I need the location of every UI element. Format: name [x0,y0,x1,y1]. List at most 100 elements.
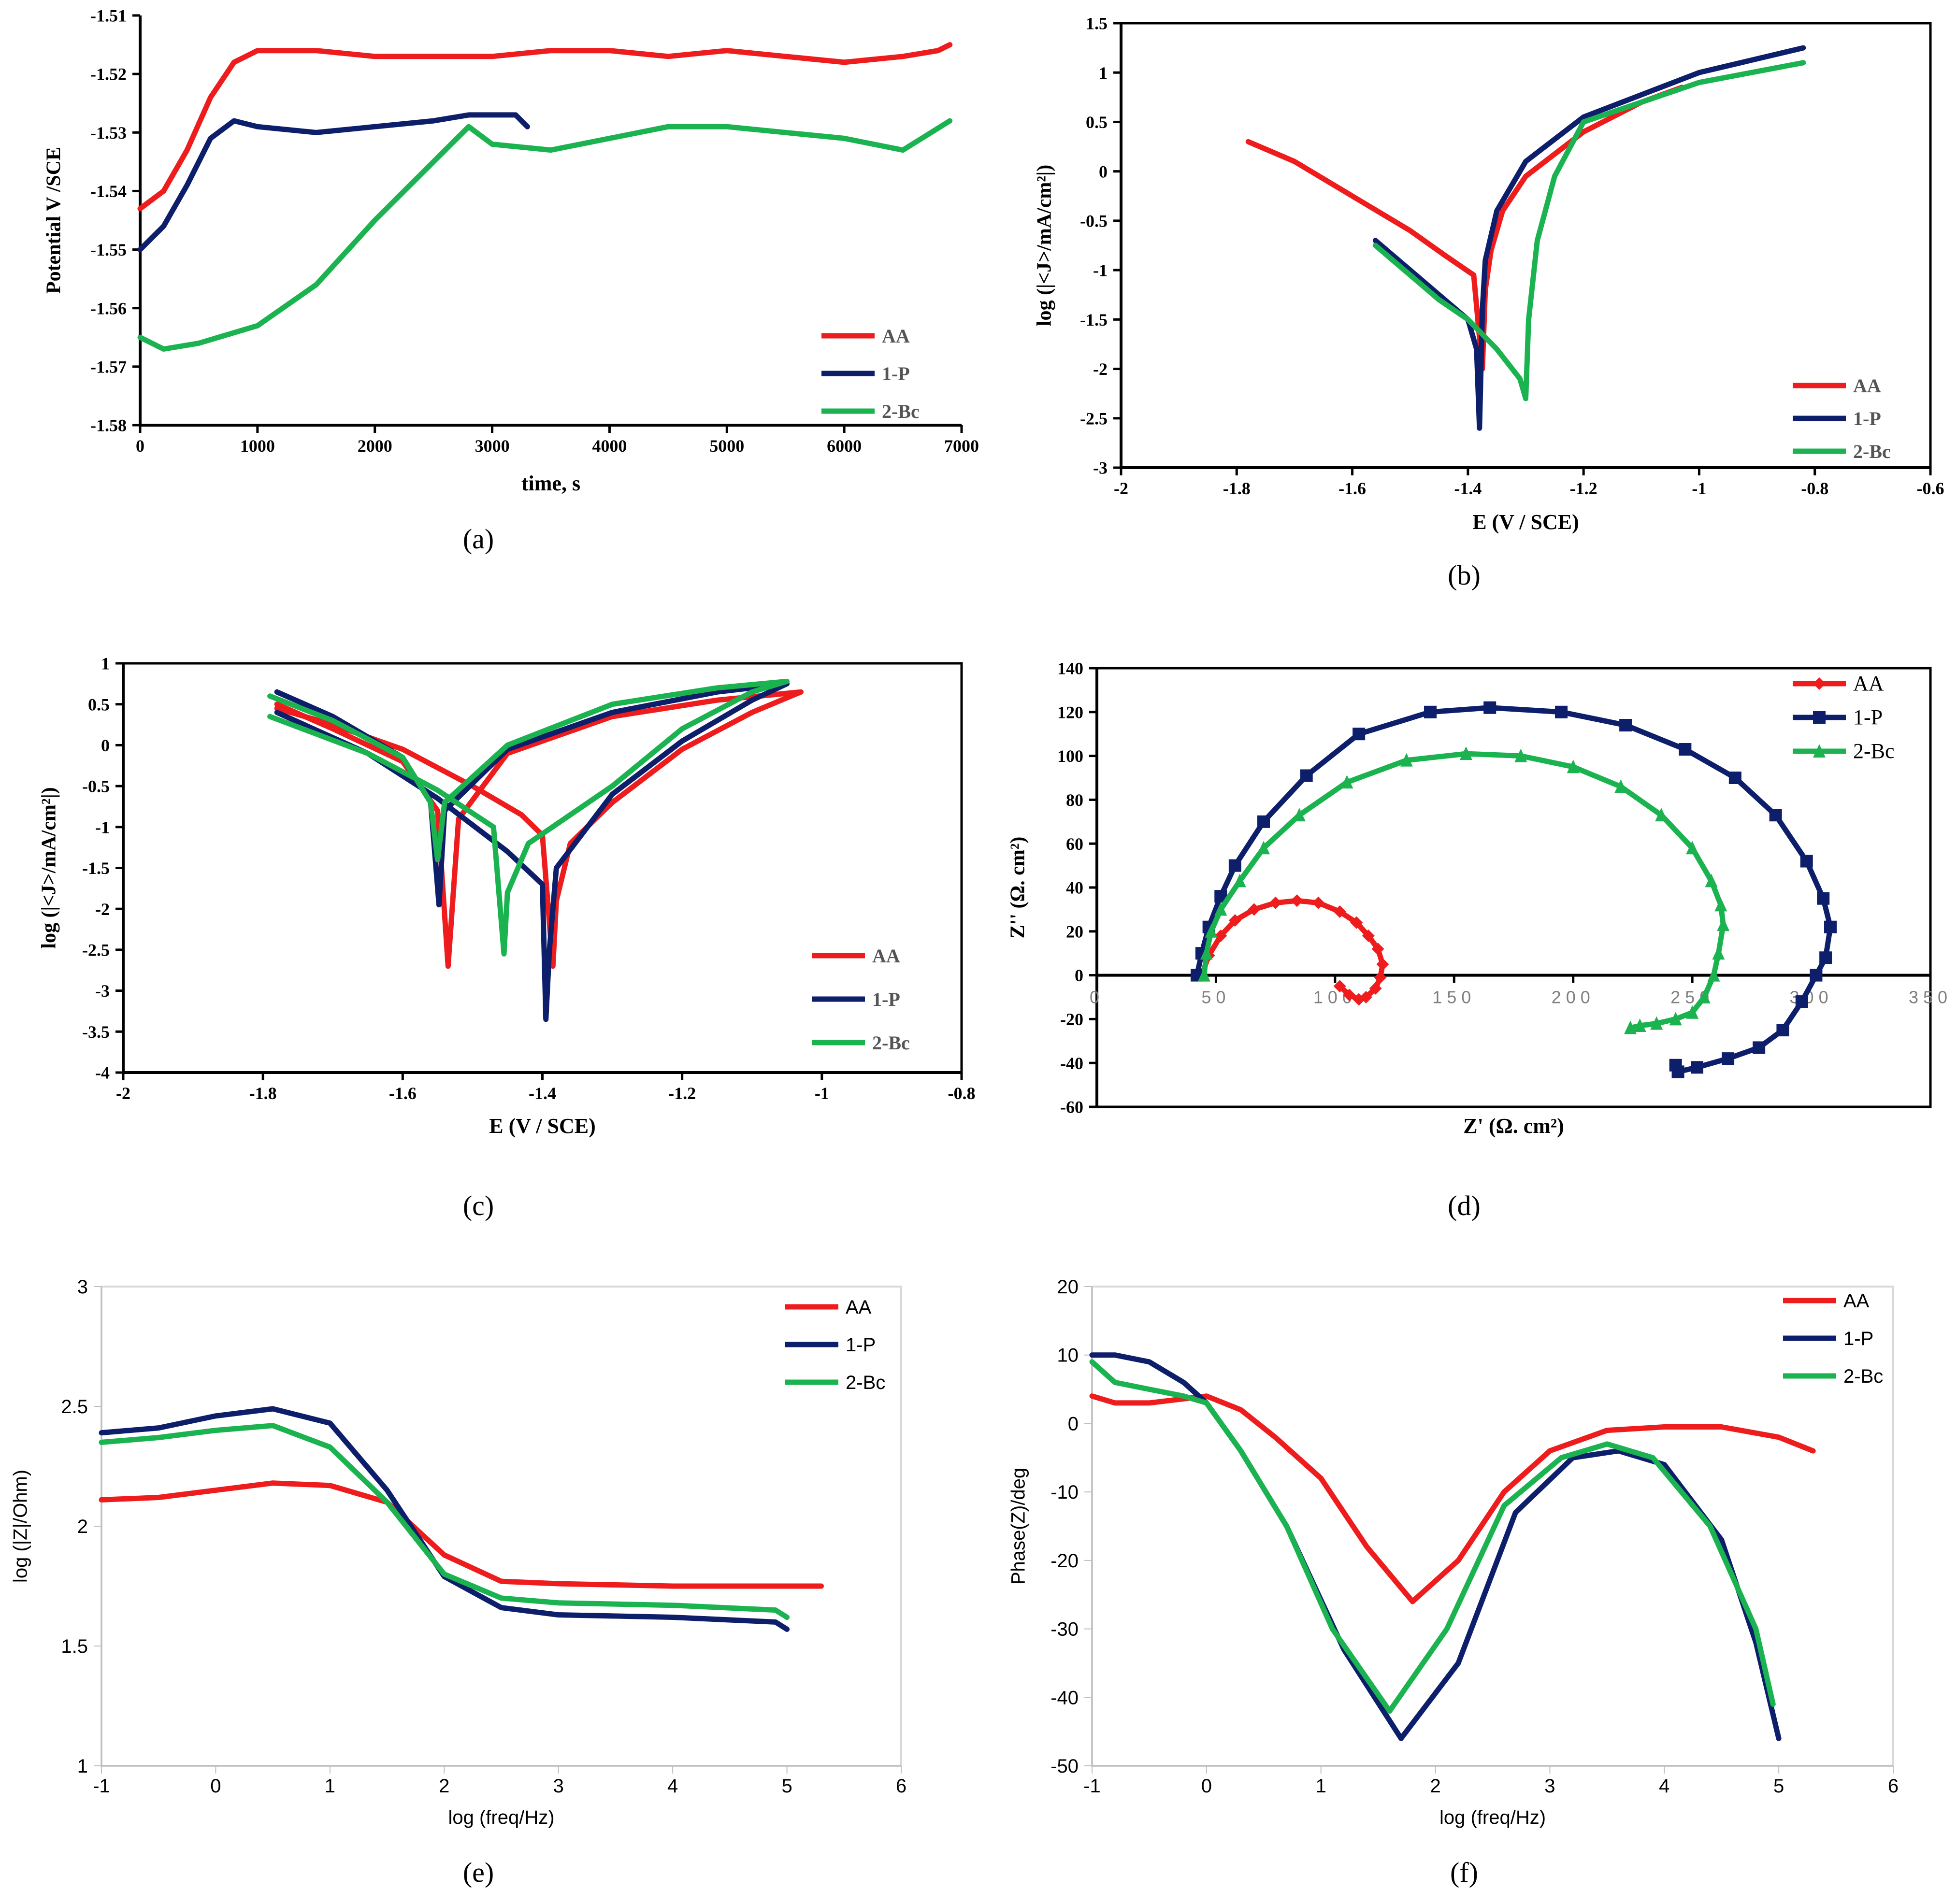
series-line-AA [99,1480,824,1589]
data-point [1633,1018,1646,1032]
y-tick-label: 1 [77,1756,88,1777]
data-point [1350,916,1363,929]
data-point [1214,929,1227,942]
chart-panel-c: -2 -1.8 -1.6 -1.4 -1.2 -1 -0.8 -4 -3.5 -3 -2.5 -2 -1… [38,654,976,1221]
y-tick-label: -50 [1050,1756,1079,1777]
data-point [1717,917,1730,931]
legend-label-1-P: 1-P [872,988,900,1010]
data-point [1769,809,1782,822]
data-point [1624,1020,1637,1034]
data-point [1714,898,1727,912]
data-point [1400,753,1413,767]
data-point [1269,896,1282,909]
x-tick-label: 50 [1201,988,1230,1007]
data-point [1333,905,1346,918]
legend-marker [1813,711,1826,724]
chart-panel-a: 0 1000 2000 3000 4000 5000 6000 7000 -1.58 -1.57 -… [43,6,979,555]
panel-caption: (b) [1448,559,1481,591]
series-line-1-P [1372,45,1806,431]
legend-label-AA: AA [872,945,900,967]
series-line-AA [1089,1393,1816,1604]
series-line-2-Bc [137,118,953,352]
y-tick-label: -40 [1050,1687,1079,1708]
data-point [1371,943,1384,956]
x-tick-label: -0.6 [1917,479,1944,498]
y-tick-label: -1.55 [90,240,127,259]
data-point [1655,808,1668,822]
y-tick-label: -40 [1060,1054,1083,1073]
data-point [1333,980,1346,993]
chart-panel-e: -1 0 1 2 3 4 5 6 1 1.5 2 2.5 3 log (freq/Hz) log (|Z|/… [10,1276,907,1888]
data-point [1650,1016,1663,1030]
x-tick-label: 2 [439,1775,449,1797]
data-point [1228,914,1241,927]
data-point [1214,902,1227,916]
y-tick-label: 0 [1075,966,1083,985]
y-tick-label: -2.5 [82,941,110,960]
series-line-2-Bc [1089,1359,1776,1714]
y-tick-label: -30 [1050,1619,1079,1640]
x-axis-title: E (V / SCE) [1472,510,1579,534]
y-tick-label: 20 [1057,1276,1079,1298]
data-point [1776,1024,1789,1037]
y-tick-label: 0 [1068,1413,1079,1434]
y-tick-label: -1 [1093,261,1108,280]
data-point [1200,946,1213,960]
data-point [1669,1012,1682,1026]
data-point [1197,968,1210,982]
data-point [1795,995,1808,1008]
y-tick-label: 0.5 [88,695,110,714]
data-point [1369,982,1382,995]
x-tick-label: -1.2 [1570,479,1597,498]
data-point [1205,924,1218,938]
x-tick-label: 0 [136,436,144,456]
chart-panel-b: -2 -1.8 -1.6 -1.4 -1.2 -1 -0.8 -0.6 -3 -2.5 -2 -1.5… [1034,14,1944,591]
data-point [1424,705,1437,718]
x-tick-label: -1.6 [1338,479,1366,498]
data-point [1753,1041,1766,1054]
y-tick-label: -10 [1050,1482,1079,1503]
y-tick-label: 2 [77,1516,88,1537]
data-point [1343,988,1356,1002]
x-tick-label: 6 [896,1775,907,1797]
data-point [1728,772,1741,784]
y-tick-label: 1.5 [1086,14,1108,33]
data-point [1669,1059,1682,1072]
data-point [1300,769,1313,782]
x-tick-label: 350 [1909,988,1952,1007]
x-tick-label: 1000 [240,436,275,456]
series-line-2-Bc [99,1423,790,1620]
y-tick-label: 0 [101,736,110,755]
data-point [1248,903,1261,916]
x-tick-label: 5 [781,1775,792,1797]
series-line-1-P [1089,1352,1782,1741]
y-tick-label: -20 [1060,1010,1083,1029]
y-tick-label: -2 [95,900,110,919]
y-tick-label: 1 [101,654,110,673]
data-point [1257,841,1270,855]
x-tick-label: 4 [1659,1775,1669,1797]
y-tick-label: 60 [1066,834,1083,854]
data-point [1817,892,1830,905]
y-tick-label: -20 [1050,1550,1079,1572]
x-tick-label: 3000 [475,436,510,456]
y-tick-label: 140 [1057,659,1083,678]
y-axis-title: log (|<J>/mA/cm²|) [38,787,60,948]
data-point [1555,705,1568,718]
data-point [1800,855,1813,868]
panel-caption: (a) [463,523,494,555]
x-tick-label: -2 [1114,479,1128,498]
x-tick-label: 3 [1544,1775,1555,1797]
data-point [1810,969,1823,982]
x-tick-label: 6000 [827,436,862,456]
y-axis-title: Phase(Z)/deg [1008,1468,1029,1585]
y-tick-label: -2 [1093,359,1108,379]
y-tick-label: -4 [95,1063,110,1083]
x-tick-label: 5 [1773,1775,1784,1797]
data-point [1514,748,1527,762]
data-point [1679,743,1692,756]
x-tick-label: -1 [815,1084,829,1103]
x-tick-label: -1.4 [529,1084,556,1103]
legend-label-2-Bc: 2-Bc [1853,441,1891,462]
